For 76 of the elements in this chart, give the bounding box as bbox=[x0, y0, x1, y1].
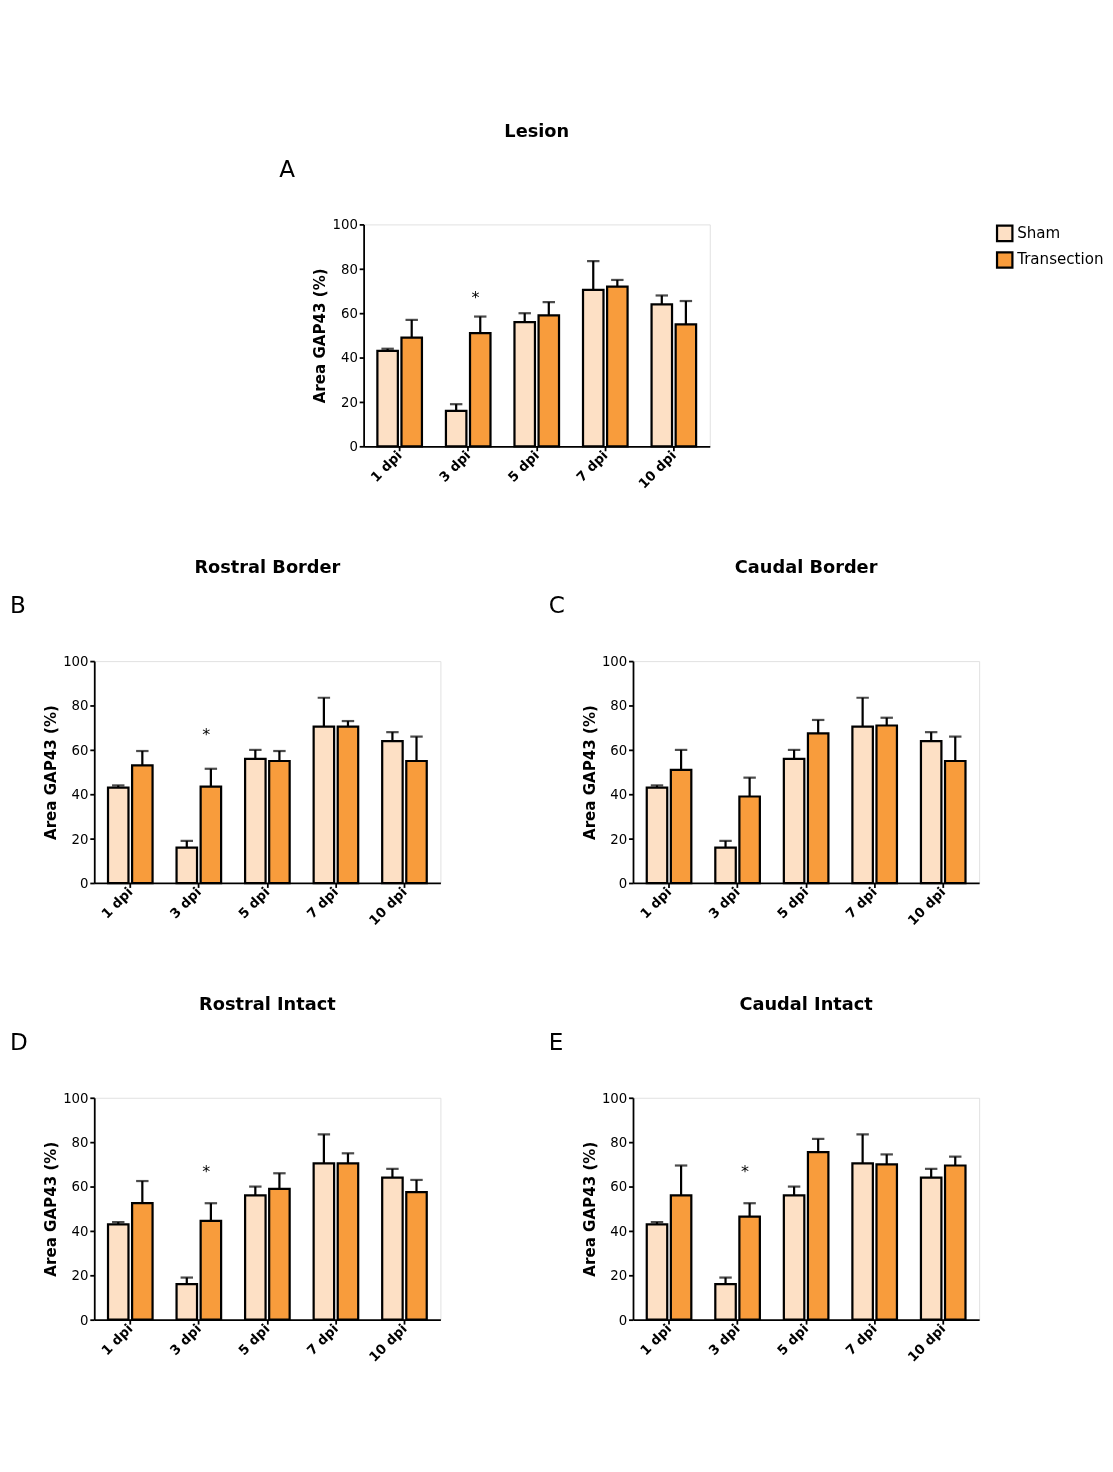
text: C bbox=[548, 592, 565, 619]
x-tick-label: 5 dpi bbox=[774, 1321, 812, 1359]
x-tick-label: 7 dpi bbox=[842, 1321, 880, 1359]
x-tick-label: 5 dpi bbox=[774, 884, 812, 922]
x-tick-label: 5 dpi bbox=[235, 884, 273, 922]
y-tick-label: 100 bbox=[63, 654, 89, 670]
x-tick-label: 5 dpi bbox=[504, 447, 543, 485]
x-tick-label: 7 dpi bbox=[842, 884, 880, 922]
y-tick-label: 40 bbox=[610, 787, 628, 803]
x-tick-label: 10 dpi bbox=[635, 447, 680, 492]
y-tick-label: 100 bbox=[601, 1090, 628, 1106]
y-axis-title: Area GAP43 (%) bbox=[580, 705, 599, 841]
y-tick-label: 20 bbox=[71, 831, 89, 847]
x-tick-label: 5 dpi bbox=[235, 1321, 273, 1359]
y-tick-label: 20 bbox=[71, 1268, 89, 1284]
y-tick-label: 0 bbox=[80, 875, 89, 891]
y-tick-label: 60 bbox=[340, 306, 358, 322]
y-tick-label: 100 bbox=[601, 654, 628, 670]
y-tick-label: 0 bbox=[618, 875, 628, 891]
text: E bbox=[548, 1028, 564, 1055]
x-tick-label: 3 dpi bbox=[166, 1321, 205, 1359]
y-tick-label: 60 bbox=[71, 1179, 89, 1195]
y-axis-title: Area GAP43 (%) bbox=[311, 268, 330, 404]
y-axis-title: Area GAP43 (%) bbox=[580, 1141, 599, 1277]
y-tick-label: 80 bbox=[71, 1135, 89, 1151]
y-tick-label: 0 bbox=[618, 1312, 628, 1328]
x-tick-label: 10 dpi bbox=[366, 1321, 410, 1365]
x-tick-label: 1 dpi bbox=[98, 1321, 136, 1359]
x-tick-label: 3 dpi bbox=[166, 884, 205, 922]
chart-title: Caudal Intact bbox=[739, 993, 874, 1014]
x-tick-label: 3 dpi bbox=[705, 1321, 743, 1359]
chart-title: Rostral Intact bbox=[199, 993, 337, 1014]
x-tick-label: 1 dpi bbox=[367, 447, 405, 485]
y-axis-title: Area GAP43 (%) bbox=[42, 705, 61, 841]
x-tick-label: 10 dpi bbox=[904, 884, 949, 928]
legend-label: Sham bbox=[1017, 223, 1061, 242]
x-tick-label: 1 dpi bbox=[98, 884, 136, 922]
x-tick-label: 7 dpi bbox=[573, 447, 611, 485]
text: B bbox=[9, 592, 26, 619]
x-tick-label: 10 dpi bbox=[904, 1321, 949, 1365]
y-tick-label: 20 bbox=[610, 831, 628, 847]
chart-title: Lesion bbox=[504, 120, 570, 141]
y-tick-label: 80 bbox=[610, 698, 628, 714]
y-tick-label: 60 bbox=[71, 742, 89, 758]
y-tick-label: 20 bbox=[340, 394, 358, 410]
x-tick-label: 7 dpi bbox=[304, 1321, 342, 1359]
legend-label: Transection bbox=[1016, 250, 1104, 269]
y-tick-label: 80 bbox=[71, 698, 89, 714]
chart-title: Caudal Border bbox=[734, 557, 878, 578]
x-tick-label: 1 dpi bbox=[637, 1321, 675, 1359]
annotation: * bbox=[471, 288, 480, 308]
y-tick-label: 20 bbox=[610, 1268, 628, 1284]
chart-title: Rostral Border bbox=[194, 557, 341, 578]
y-tick-label: 0 bbox=[349, 439, 358, 455]
y-tick-label: 100 bbox=[332, 217, 358, 233]
text: A bbox=[279, 155, 296, 182]
y-tick-label: 40 bbox=[340, 350, 358, 366]
y-tick-label: 100 bbox=[63, 1090, 89, 1106]
x-tick-label: 7 dpi bbox=[304, 884, 342, 922]
x-tick-label: 10 dpi bbox=[366, 884, 410, 928]
y-tick-label: 40 bbox=[71, 787, 89, 803]
annotation: * bbox=[740, 1161, 749, 1181]
y-tick-label: 60 bbox=[610, 742, 628, 758]
x-tick-label: 3 dpi bbox=[705, 884, 743, 922]
y-tick-label: 40 bbox=[610, 1223, 628, 1239]
y-tick-label: 60 bbox=[610, 1179, 628, 1195]
y-tick-label: 40 bbox=[71, 1223, 89, 1239]
x-tick-label: 1 dpi bbox=[637, 884, 675, 922]
y-axis-title: Area GAP43 (%) bbox=[42, 1141, 61, 1277]
y-tick-label: 80 bbox=[610, 1135, 628, 1151]
annotation: * bbox=[202, 1161, 211, 1181]
annotation: * bbox=[202, 725, 211, 745]
x-tick-label: 3 dpi bbox=[436, 447, 474, 485]
text: D bbox=[9, 1028, 28, 1055]
y-tick-label: 80 bbox=[340, 261, 358, 277]
y-tick-label: 0 bbox=[80, 1312, 89, 1328]
